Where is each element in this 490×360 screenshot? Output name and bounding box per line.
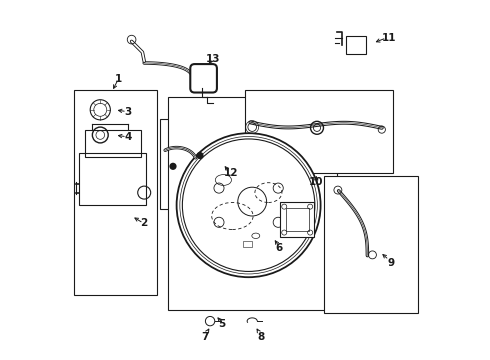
Text: 11: 11 [382,33,396,43]
Text: 9: 9 [387,258,394,268]
Bar [324,176,418,313]
Bar [280,202,315,237]
Text: 13: 13 [206,54,220,64]
Circle shape [176,133,320,277]
Text: 3: 3 [124,107,132,117]
Text: 4: 4 [124,132,132,142]
Bar [346,36,366,54]
Bar [286,208,309,231]
Circle shape [196,152,204,159]
Text: 12: 12 [224,168,239,178]
Text: 6: 6 [275,243,283,253]
Bar [168,97,337,310]
Text: 10: 10 [309,177,323,187]
Bar [79,153,146,205]
Text: 7: 7 [201,332,208,342]
FancyBboxPatch shape [190,64,217,93]
Text: 5: 5 [218,319,225,329]
Bar [160,119,229,209]
Circle shape [170,163,176,170]
Bar [243,241,252,247]
Bar [85,130,141,157]
Bar [245,90,392,173]
Text: 8: 8 [258,332,265,342]
Text: 1: 1 [115,74,122,84]
Bar [74,90,157,295]
Text: 2: 2 [140,218,147,228]
